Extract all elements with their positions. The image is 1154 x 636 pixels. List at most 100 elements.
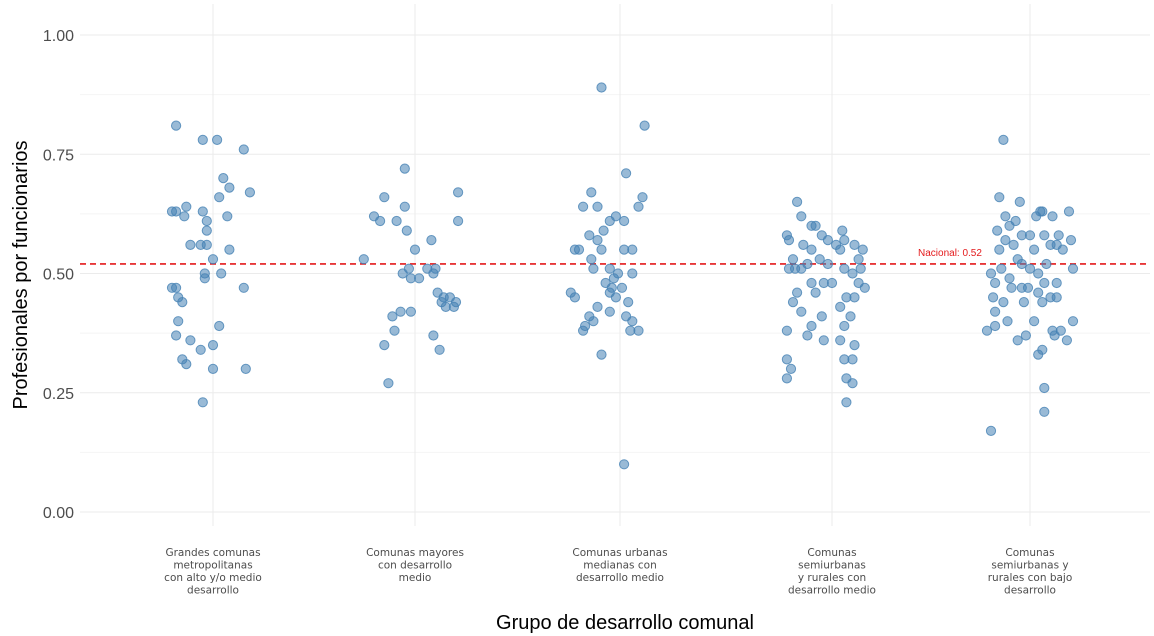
data-point (171, 330, 182, 341)
x-tick-label: Comunas mayores con desarrollo medio (366, 547, 464, 584)
data-point (839, 263, 850, 274)
data-point (1022, 282, 1034, 293)
data-point (218, 173, 229, 184)
data-point (1067, 263, 1079, 274)
data-point (639, 120, 650, 131)
data-point (610, 292, 622, 303)
data-point (1053, 230, 1064, 241)
data-point (985, 268, 997, 279)
data-point (619, 215, 630, 227)
data-point (399, 201, 410, 212)
data-point (992, 225, 1003, 236)
data-point (994, 244, 1005, 255)
data-point (588, 316, 599, 327)
data-point (401, 225, 412, 236)
data-point (1037, 206, 1048, 217)
data-point (592, 301, 603, 312)
data-point (608, 273, 620, 284)
data-point (453, 215, 464, 227)
data-point (195, 344, 206, 355)
data-point (1014, 196, 1025, 207)
data-point (379, 340, 390, 351)
x-axis-title: Grupo de desarrollo comunal (496, 612, 754, 634)
data-point (1024, 230, 1036, 241)
data-point (399, 163, 410, 174)
data-point (1051, 292, 1062, 303)
data-point (845, 311, 856, 322)
data-point (586, 187, 597, 198)
data-point (835, 301, 846, 312)
data-point (197, 397, 208, 408)
data-point (592, 201, 603, 212)
data-point (633, 325, 644, 336)
data-point (426, 235, 437, 246)
data-point (610, 211, 622, 222)
data-point (238, 144, 249, 155)
data-point (397, 268, 408, 279)
y-tick-label: 0.50 (43, 267, 74, 284)
data-point (1045, 239, 1056, 250)
data-point (637, 192, 648, 203)
data-point (573, 244, 585, 255)
data-point (588, 263, 599, 274)
data-point (1039, 406, 1050, 417)
data-point (395, 306, 406, 317)
data-point (621, 168, 632, 179)
data-point (1039, 230, 1050, 241)
data-point (1024, 263, 1036, 274)
data-point (796, 263, 807, 274)
data-point (627, 316, 638, 327)
data-point (1018, 297, 1030, 308)
data-point (596, 349, 607, 360)
data-points (166, 82, 1079, 470)
data-point (584, 230, 595, 241)
data-point (181, 359, 192, 370)
data-point (1012, 335, 1023, 346)
data-point (981, 325, 993, 336)
data-point (627, 268, 638, 279)
data-point (224, 244, 235, 255)
data-point (1029, 316, 1040, 327)
x-tick-label: Comunas semiurbanas y rurales con desarroll… (788, 547, 876, 597)
data-point (796, 306, 807, 317)
data-point (859, 282, 870, 293)
data-point (849, 239, 860, 250)
data-point (569, 292, 581, 303)
data-point (810, 287, 821, 298)
data-point (448, 301, 459, 312)
data-point (604, 306, 615, 317)
data-point (855, 263, 866, 274)
data-point (185, 335, 196, 346)
data-point (1039, 277, 1050, 289)
y-tick-label: 0.75 (43, 147, 74, 164)
grid (80, 4, 1150, 526)
data-point (806, 244, 817, 255)
data-point (787, 254, 799, 265)
data-point (1051, 277, 1062, 289)
data-point (1000, 211, 1011, 222)
data-point (1016, 258, 1027, 270)
data-point (835, 335, 846, 346)
data-point (1041, 258, 1052, 270)
data-point (781, 325, 793, 336)
data-point (224, 182, 235, 193)
data-point (623, 297, 634, 308)
data-point (586, 254, 597, 265)
data-point (994, 192, 1005, 203)
data-point (453, 187, 464, 198)
data-point (818, 335, 829, 346)
data-point (990, 277, 1001, 289)
data-point (207, 254, 219, 265)
data-point (996, 263, 1007, 274)
x-tick-label: Comunas semiurbanas y rurales con bajo desa… (988, 547, 1073, 597)
y-tick-label: 0.00 (43, 505, 74, 522)
data-point (177, 297, 188, 308)
data-point (212, 134, 223, 145)
data-point (434, 344, 445, 355)
data-point (616, 282, 628, 293)
data-point (207, 363, 219, 374)
data-point (781, 354, 793, 365)
data-point (578, 325, 589, 336)
data-point (181, 201, 192, 212)
